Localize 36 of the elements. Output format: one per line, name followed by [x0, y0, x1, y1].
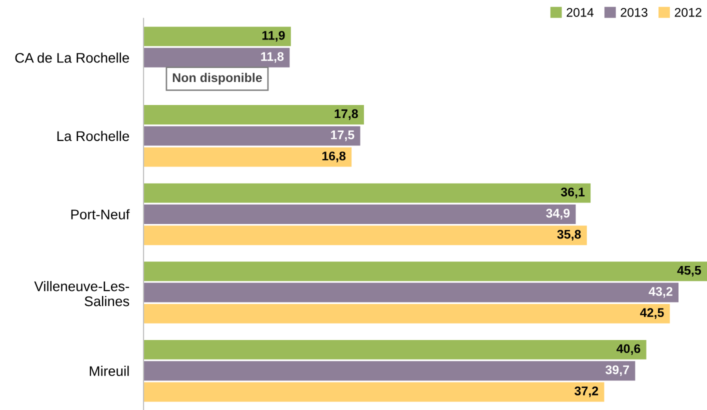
- data-label: 39,7: [606, 365, 629, 376]
- data-label: 42,5: [640, 308, 664, 319]
- data-label: 37,2: [574, 386, 598, 398]
- bar: [144, 262, 707, 282]
- data-label: 35,8: [557, 230, 581, 241]
- bar: [144, 304, 670, 324]
- data-label: 34,9: [546, 208, 570, 220]
- bar: [144, 204, 576, 224]
- y-tick-label: Port-Neuf: [71, 209, 130, 220]
- legend-label: 2014: [566, 8, 594, 17]
- bar: [144, 226, 587, 246]
- data-label: 17,5: [331, 130, 354, 142]
- bar: [144, 147, 352, 167]
- bar: [144, 105, 364, 124]
- data-label: 16,8: [322, 152, 346, 162]
- bar: [144, 382, 604, 402]
- data-label: 45,5: [677, 266, 702, 277]
- data-label: 40,6: [616, 344, 640, 355]
- data-label: 11,9: [262, 30, 285, 42]
- legend-label: 2012: [674, 8, 702, 17]
- y-tick-label: CA de La Rochelle: [15, 52, 130, 63]
- data-label: 17,8: [334, 109, 358, 120]
- text: Non disponible: [172, 72, 262, 85]
- data-label: 43,2: [648, 287, 672, 298]
- data-label: 36,1: [560, 188, 585, 198]
- bar: [144, 361, 636, 381]
- bar: [144, 282, 679, 302]
- y-tick-label: La Rochelle: [57, 130, 130, 142]
- legend-label: 2013: [620, 8, 648, 17]
- bar: [144, 126, 360, 146]
- bar: [144, 26, 291, 46]
- data-label: 11,8: [261, 52, 284, 63]
- bar: [144, 183, 591, 203]
- bar: [144, 340, 646, 360]
- y-tick-label: Villeneuve-Les-Salines: [34, 281, 130, 306]
- y-tick-label: Mireuil: [90, 366, 129, 376]
